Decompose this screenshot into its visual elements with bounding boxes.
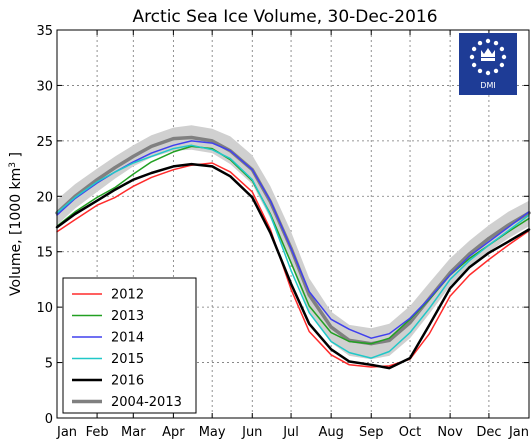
star-ring-icon	[469, 38, 507, 76]
y-tick-label: 30	[36, 79, 53, 94]
x-tick-label: Dec	[476, 425, 501, 440]
dmi-logo: DMI	[459, 33, 517, 95]
legend-label-2016: 2016	[111, 374, 144, 389]
dmi-logo-text: DMI	[480, 81, 495, 90]
std-band-layer	[57, 125, 529, 360]
logo-star-dot	[499, 46, 505, 52]
x-tick-label: Jun	[241, 425, 262, 440]
y-tick-label: 20	[36, 190, 53, 205]
x-tick-label: Feb	[86, 425, 109, 440]
legend-label-2014: 2014	[111, 331, 144, 346]
chart-title: Arctic Sea Ice Volume, 30-Dec-2016	[132, 7, 437, 27]
y-axis-title: Volume, [1000 km3 ]	[8, 152, 24, 296]
logo-star-dot	[477, 40, 483, 46]
dmi-logo-background	[459, 33, 517, 95]
x-tick-label: Mar	[121, 425, 146, 440]
y-axis-ticks: 0 5 10 15 20 25 30 35	[36, 24, 529, 427]
legend-label-2012: 2012	[111, 288, 144, 303]
x-tick-label: Nov	[437, 425, 463, 440]
std-band	[57, 125, 529, 360]
x-tick-label: Oct	[399, 425, 421, 440]
logo-star-dot	[477, 68, 483, 74]
x-tick-label: Jan	[508, 425, 529, 440]
plot-frame	[56, 29, 530, 419]
logo-star-dot	[499, 62, 505, 68]
legend-label-2013: 2013	[111, 309, 144, 324]
series-line-2012	[56, 162, 530, 368]
crown-icon	[481, 48, 495, 61]
y-tick-label: 5	[45, 357, 53, 372]
series-line-2016	[55, 162, 531, 370]
logo-star-dot	[485, 70, 491, 76]
x-axis-ticks: Jan Feb Mar Apr May Jun Jul Aug Sep Oct Nov Dec Jan	[56, 30, 530, 440]
y-tick-label: 25	[36, 135, 53, 150]
x-tick-label: Sep	[359, 425, 384, 440]
y-tick-label: 0	[45, 412, 53, 427]
legend-label-2015: 2015	[111, 352, 144, 367]
series-line-2015	[56, 144, 530, 359]
series-line-2014	[56, 140, 530, 339]
logo-star-dot	[471, 62, 477, 68]
x-tick-label: Jan	[56, 425, 77, 440]
logo-star-dot	[469, 54, 475, 60]
y-tick-label: 35	[36, 24, 53, 39]
logo-star-dot	[493, 40, 499, 46]
logo-star-dot	[485, 38, 491, 44]
x-tick-label: Apr	[162, 425, 185, 440]
legend-items: 2012 2013 2014 2015 2016 2004-2013	[72, 288, 182, 410]
y-tick-label: 15	[36, 246, 53, 261]
legend: 2012 2013 2014 2015 2016 2004-2013	[62, 277, 197, 414]
series-layer	[55, 135, 531, 370]
x-tick-label: May	[199, 425, 226, 440]
logo-star-dot	[471, 46, 477, 52]
logo-star-dot	[493, 68, 499, 74]
x-tick-label: Aug	[318, 425, 343, 440]
y-tick-label: 10	[36, 301, 53, 316]
legend-box	[62, 277, 197, 414]
x-tick-label: Jul	[282, 425, 299, 440]
logo-star-dot	[501, 54, 507, 60]
legend-label-2004-2013: 2004-2013	[111, 395, 182, 410]
